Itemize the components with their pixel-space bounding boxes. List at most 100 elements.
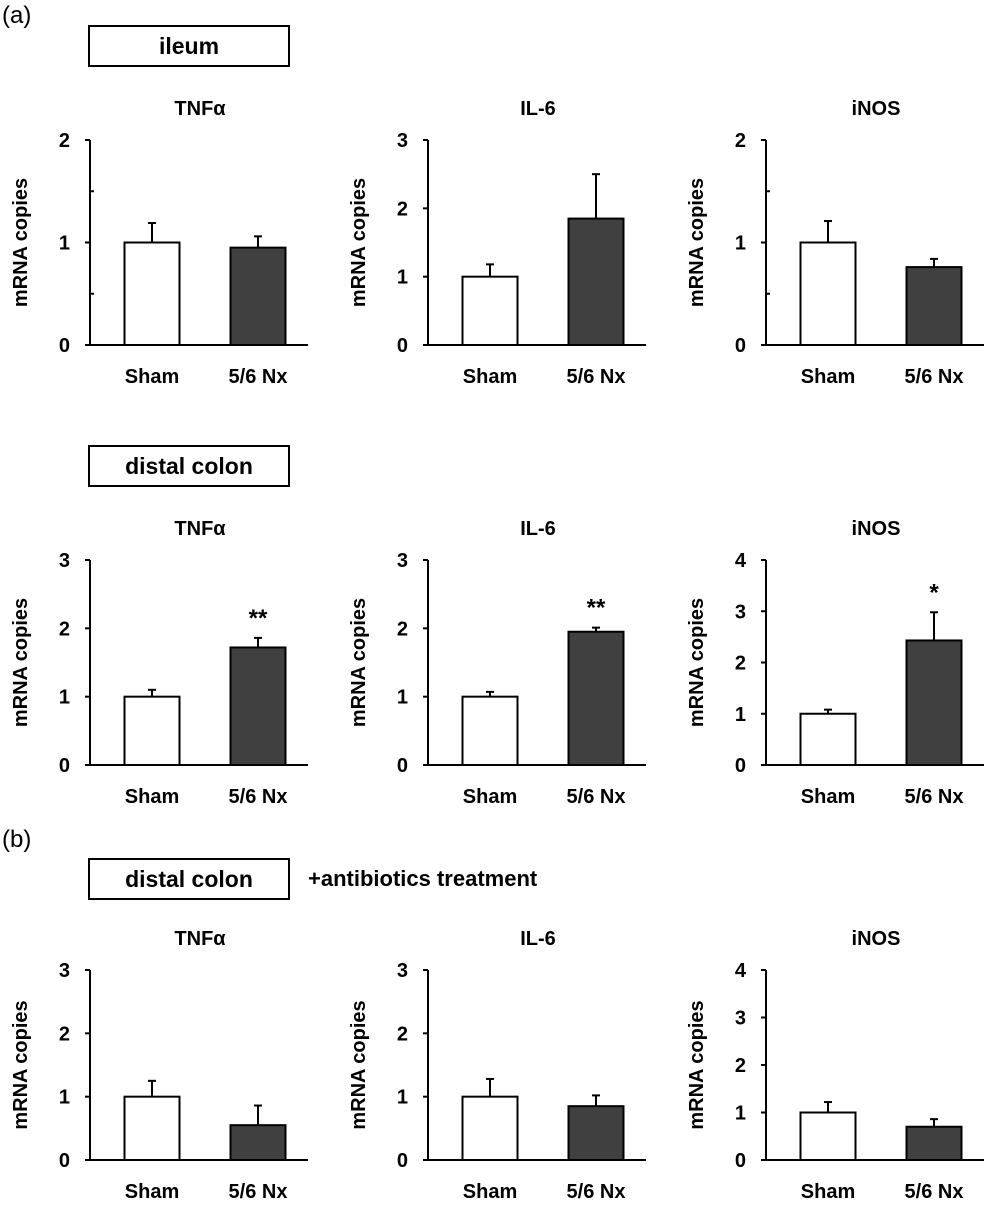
x-tick-label: Sham <box>125 786 179 808</box>
y-tick-label: 4 <box>735 550 747 572</box>
x-tick-label: Sham <box>801 366 855 388</box>
x-tick-label: Sham <box>125 1181 179 1203</box>
x-tick-label: Sham <box>463 1181 517 1203</box>
y-tick-label: 0 <box>59 755 70 777</box>
antibiotics-treatment-note: +antibiotics treatment <box>308 866 538 891</box>
chart-antibiotics-inos: iNOS mRNA copies 0 1 2 3 4 Sham 5/6 Nx <box>686 928 984 1203</box>
bar-5-6-nx <box>229 646 287 766</box>
y-axis-label: mRNA copies <box>348 1000 370 1129</box>
y-tick-label: 1 <box>735 704 746 726</box>
y-tick-label: 0 <box>735 335 746 357</box>
chart-title: IL-6 <box>520 928 556 950</box>
y-tick-label: 2 <box>397 1023 408 1045</box>
bar-sham <box>799 1111 857 1161</box>
y-tick-label: 3 <box>397 130 408 152</box>
bar-5-6-nx <box>905 266 963 347</box>
bar-sham <box>799 712 857 766</box>
bar-sham <box>461 1095 519 1162</box>
panel-label-a: (a) <box>2 2 32 29</box>
chart-colon-tnfa: TNFα mRNA copies 0 1 2 3 Sham 5/6 Nx ** <box>10 518 308 808</box>
chart-title: IL-6 <box>520 518 556 540</box>
chart-title: TNFα <box>174 928 226 950</box>
y-tick-label: 3 <box>735 1008 746 1030</box>
y-tick-label: 2 <box>735 653 746 675</box>
y-tick-label: 0 <box>59 335 70 357</box>
y-tick-label: 1 <box>59 687 70 709</box>
section-box-distal-colon-a: distal colon <box>88 445 290 487</box>
y-tick-label: 0 <box>735 755 746 777</box>
bar-sham <box>799 241 857 346</box>
x-tick-label: 5/6 Nx <box>229 366 288 388</box>
bar-5-6-nx <box>905 639 963 766</box>
y-tick-label: 2 <box>59 618 70 640</box>
y-tick-label: 3 <box>397 550 408 572</box>
y-tick-label: 1 <box>735 233 746 255</box>
chart-title: TNFα <box>174 518 226 540</box>
bar-5-6-nx <box>229 1124 287 1162</box>
significance-marker: ** <box>587 595 606 622</box>
y-tick-label: 2 <box>59 1023 70 1045</box>
y-tick-label: 3 <box>735 601 746 623</box>
bar-sham <box>123 695 181 767</box>
chart-antibiotics-tnfa: TNFα mRNA copies 0 1 2 3 Sham 5/6 Nx <box>10 928 308 1203</box>
y-tick-label: 3 <box>397 960 408 982</box>
chart-title: IL-6 <box>520 98 556 120</box>
chart-colon-il6: IL-6 mRNA copies 0 1 2 3 Sham 5/6 Nx ** <box>348 518 646 808</box>
y-tick-label: 0 <box>735 1150 746 1172</box>
y-axis-label: mRNA copies <box>686 598 708 727</box>
y-tick-label: 0 <box>397 755 408 777</box>
y-tick-label: 0 <box>397 1150 408 1172</box>
y-axis-label: mRNA copies <box>348 598 370 727</box>
x-tick-label: Sham <box>463 786 517 808</box>
y-tick-label: 2 <box>59 130 70 152</box>
y-axis-label: mRNA copies <box>10 598 32 727</box>
y-tick-label: 0 <box>397 335 408 357</box>
y-tick-label: 4 <box>735 960 747 982</box>
significance-marker: ** <box>249 605 268 632</box>
chart-ileum-inos: iNOS mRNA copies 0 1 2 Sham 5/6 Nx <box>686 98 984 388</box>
significance-marker: * <box>929 579 939 606</box>
y-tick-label: 1 <box>59 233 70 255</box>
y-axis-label: mRNA copies <box>686 1000 708 1129</box>
bar-5-6-nx <box>567 217 625 346</box>
bar-5-6-nx <box>229 246 287 346</box>
x-tick-label: Sham <box>801 1181 855 1203</box>
chart-title: iNOS <box>852 928 901 950</box>
bar-5-6-nx <box>567 630 625 766</box>
chart-ileum-il6: IL-6 mRNA copies 0 1 2 3 Sham 5/6 Nx <box>348 98 646 388</box>
bar-sham <box>123 1095 181 1162</box>
y-tick-label: 2 <box>735 130 746 152</box>
chart-antibiotics-il6: IL-6 mRNA copies 0 1 2 3 Sham 5/6 Nx <box>348 928 646 1203</box>
y-tick-label: 3 <box>59 550 70 572</box>
y-axis-label: mRNA copies <box>348 178 370 307</box>
chart-title: iNOS <box>852 518 901 540</box>
x-tick-label: 5/6 Nx <box>567 786 626 808</box>
x-tick-label: Sham <box>463 366 517 388</box>
y-tick-label: 2 <box>397 198 408 220</box>
y-tick-label: 0 <box>59 1150 70 1172</box>
chart-title: iNOS <box>852 98 901 120</box>
bar-5-6-nx <box>567 1105 625 1162</box>
chart-colon-inos: iNOS mRNA copies 0 1 2 3 4 Sham 5/6 Nx * <box>686 518 984 808</box>
y-axis-label: mRNA copies <box>10 1000 32 1129</box>
y-tick-label: 3 <box>59 960 70 982</box>
x-tick-label: 5/6 Nx <box>905 1181 964 1203</box>
x-tick-label: 5/6 Nx <box>567 366 626 388</box>
y-tick-label: 2 <box>397 618 408 640</box>
x-tick-label: 5/6 Nx <box>229 786 288 808</box>
x-tick-label: 5/6 Nx <box>567 1181 626 1203</box>
y-tick-label: 1 <box>735 1103 746 1125</box>
chart-ileum-tnfa: TNFα mRNA copies 0 1 2 Sham 5/6 Nx <box>10 98 308 388</box>
chart-title: TNFα <box>174 98 226 120</box>
y-tick-label: 1 <box>59 1087 70 1109</box>
section-box-distal-colon-b: distal colon <box>88 858 290 900</box>
bar-5-6-nx <box>905 1125 963 1161</box>
y-tick-label: 1 <box>397 687 408 709</box>
bar-sham <box>123 241 181 346</box>
bar-sham <box>461 275 519 347</box>
y-tick-label: 2 <box>735 1055 746 1077</box>
panel-label-b: (b) <box>2 826 32 853</box>
x-tick-label: 5/6 Nx <box>229 1181 288 1203</box>
x-tick-label: 5/6 Nx <box>905 786 964 808</box>
y-axis-label: mRNA copies <box>686 178 708 307</box>
